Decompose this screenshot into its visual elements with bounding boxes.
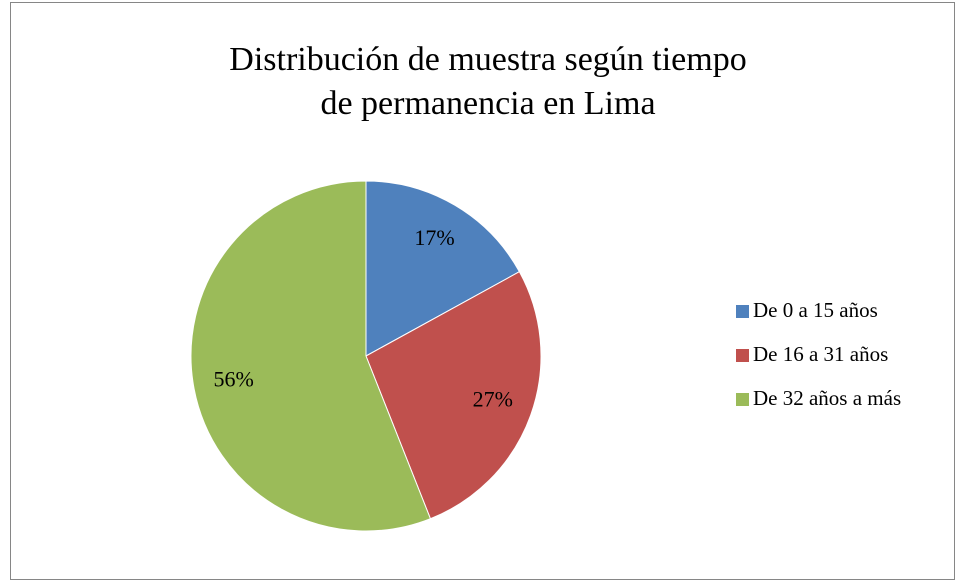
data-label: 17% (414, 225, 454, 250)
data-label: 56% (213, 366, 253, 391)
pie-slice (365, 271, 542, 520)
pie-slice (190, 180, 432, 532)
legend-swatch (736, 349, 749, 362)
legend-swatch (736, 393, 749, 406)
data-label: 27% (473, 387, 513, 412)
legend-label: De 32 años a más (753, 386, 901, 410)
chart-title: de permanencia en Lima (320, 85, 655, 122)
legend-label: De 0 a 15 años (753, 298, 878, 322)
pie-slice (365, 180, 521, 357)
chart-title: Distribución de muestra según tiempo (229, 41, 746, 78)
legend-label: De 16 a 31 años (753, 342, 888, 366)
legend-swatch (736, 305, 749, 318)
